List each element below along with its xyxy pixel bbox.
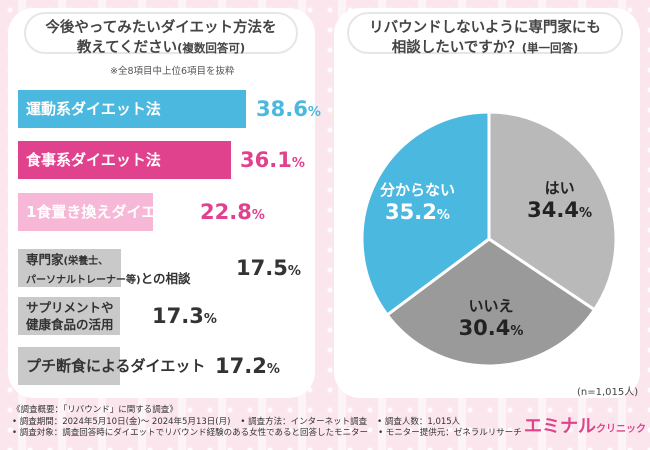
pie-svg (360, 110, 618, 368)
pie-chart (360, 110, 618, 368)
left-question-line2: 教えてください (76, 40, 178, 56)
bar (18, 193, 153, 231)
bar-label: 専門家(栄養士、 パーソナルトレーナー等)との相談 (26, 252, 191, 286)
footer-provider: • モニター提供元：ゼネラルリサーチ (378, 428, 522, 438)
bar-value: 38.6% (256, 97, 321, 121)
footer-title: 《調査概要：「リバウンド」に関する調査》 (12, 405, 178, 415)
bar (18, 347, 120, 385)
bar-value: 22.8% (200, 200, 265, 224)
right-question-line2: 相談したいですか？ (391, 40, 522, 56)
bar-label: プチ断食によるダイエット (26, 357, 206, 375)
sample-size-note: (n=1,015人) (577, 387, 639, 398)
pie-slice-label: いいえ 30.4% (458, 296, 524, 340)
bar-value: 17.2% (215, 354, 280, 378)
bar-label: サプリメントや 健康食品の活用 (26, 300, 114, 332)
bar-value: 36.1% (240, 148, 305, 172)
bar (18, 297, 120, 335)
footer-count: • 調査人数：1,015人 (377, 416, 461, 427)
bar (18, 141, 231, 179)
footer-period: • 調査期間：2024年5月10日(金)～ 2024年5月13日(月) (12, 416, 231, 427)
brand-logo: エミナルクリニック (524, 412, 646, 438)
footer-method: • 調査方法：インターネット調査 (240, 416, 368, 427)
pie-slice (360, 110, 491, 318)
survey-footer: 《調査概要：「リバウンド」に関する調査》 • 調査期間：2024年5月10日(金… (12, 405, 532, 440)
selection-note: ※全8項目中上位6項目を抜粋 (110, 66, 235, 77)
pie-slice-label: はい 34.4% (527, 179, 592, 223)
brand-sub: クリニック (596, 424, 646, 435)
left-question-title: 今後やってみたいダイエット方法を 教えてください(複数回答可) (24, 12, 298, 56)
right-question-subnote: (単一回答) (521, 41, 579, 55)
footer-target: • 調査対象：調査回答時にダイエットでリバウンド経験のある女性であると回答したモ… (12, 428, 369, 438)
bar-label: 食事系ダイエット法 (26, 151, 161, 169)
pie-slice (487, 110, 618, 312)
left-question-line1: 今後やってみたいダイエット方法を (45, 20, 277, 36)
right-question-line1: リバウンドしないように専門家にも (369, 20, 601, 36)
bar-value: 17.3% (152, 304, 217, 328)
bar-label: 運動系ダイエット法 (26, 100, 161, 118)
pie-slice-label: 分からない 35.2% (379, 181, 455, 225)
bar-label: 1食置き換えダイエット (26, 203, 187, 221)
bar (18, 90, 246, 128)
pie-slice (385, 237, 597, 368)
right-question-title: リバウンドしないように専門家にも 相談したいですか？(単一回答) (347, 12, 623, 56)
bar (18, 249, 121, 287)
left-question-subnote: (複数回答可) (177, 41, 246, 55)
brand-name: エミナル (524, 416, 596, 437)
bar-value: 17.5% (236, 256, 301, 280)
